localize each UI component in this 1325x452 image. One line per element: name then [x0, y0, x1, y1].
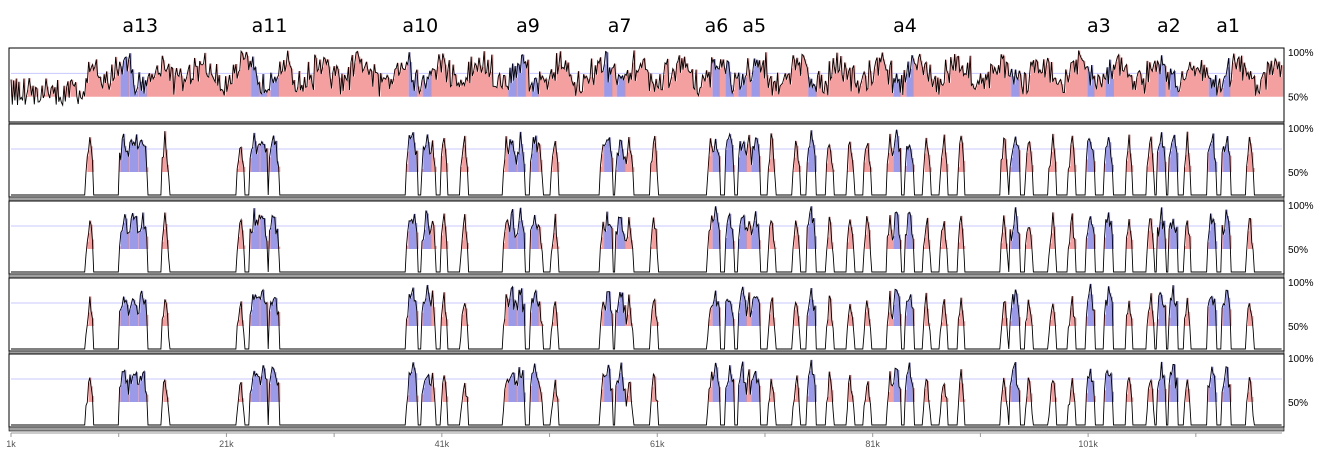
conservation-line — [11, 283, 1282, 350]
y-label-50: 50% — [1288, 322, 1308, 333]
region-label-a3: a3 — [1087, 15, 1111, 37]
y-label-100: 100% — [1288, 354, 1314, 365]
y-label-100: 100% — [1288, 124, 1314, 135]
y-label-100: 100% — [1288, 278, 1314, 289]
x-axis: 1k 21k 41k 61k 81k 101k — [6, 432, 1282, 449]
x-tick-label-61k: 61k — [650, 439, 665, 449]
noncoding-conserved-fill — [11, 50, 1284, 97]
noncoding-conserved-fill — [87, 131, 1255, 172]
x-tick-label-1k: 1k — [6, 439, 16, 449]
y-label-50: 50% — [1288, 168, 1308, 179]
y-label-100: 100% — [1288, 48, 1314, 59]
conservation-line — [11, 129, 1282, 196]
panel-separator — [8, 273, 1285, 279]
conservation-line — [10, 49, 1283, 107]
region-label-a6: a6 — [705, 15, 729, 37]
region-label-a9: a9 — [516, 15, 540, 37]
region-label-a11: a11 — [252, 15, 288, 37]
conservation-line — [11, 206, 1282, 273]
x-tick-label-101k: 101k — [1078, 439, 1098, 449]
conservation-panel-3: 100% 50% — [8, 200, 1314, 279]
x-tick-label-81k: 81k — [865, 439, 880, 449]
region-label-a7: a7 — [608, 15, 632, 37]
conservation-panel-4: 100% 50% — [8, 277, 1314, 356]
region-label-a1: a1 — [1216, 15, 1240, 37]
y-label-50: 50% — [1288, 93, 1308, 104]
region-label-a2: a2 — [1157, 15, 1181, 37]
region-label-a4: a4 — [893, 15, 917, 37]
x-tick-label-21k: 21k — [219, 439, 234, 449]
region-label-a10: a10 — [402, 15, 438, 37]
region-label-a13: a13 — [122, 15, 158, 37]
x-tick-label-41k: 41k — [435, 439, 450, 449]
y-label-50: 50% — [1288, 245, 1308, 256]
conservation-panel-1: 100% 50% — [8, 47, 1314, 127]
conservation-panel-5: 100% 50% — [8, 353, 1314, 432]
noncoding-conserved-fill — [88, 369, 1254, 402]
y-label-50: 50% — [1288, 398, 1308, 409]
conservation-line — [11, 359, 1282, 426]
y-label-100: 100% — [1288, 201, 1314, 212]
region-labels: a13 a11 a10 a9 a7 a6 a5 a4 a3 a2 a1 — [122, 15, 1240, 37]
panel-separator — [8, 196, 1285, 202]
conservation-panels: 100% 50% 100% 50% 100% 50% 100% 50% 100% 50% — [8, 47, 1314, 432]
panel-separator — [8, 426, 1285, 432]
conservation-panel-2: 100% 50% — [8, 123, 1314, 202]
region-label-a5: a5 — [742, 15, 766, 37]
noncoding-conserved-fill — [87, 290, 1254, 326]
